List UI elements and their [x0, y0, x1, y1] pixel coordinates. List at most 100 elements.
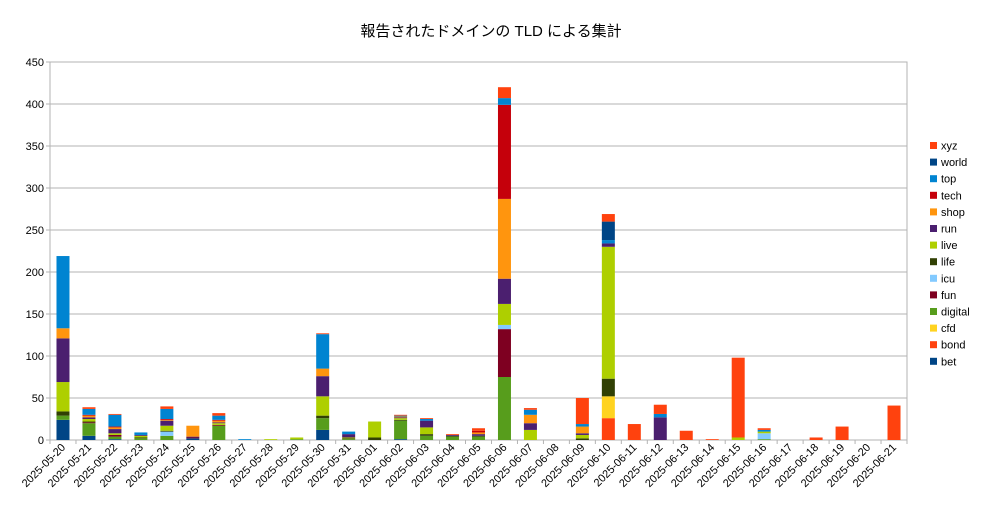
bar-segment-top	[394, 415, 408, 417]
bar-segment-tech	[472, 430, 485, 433]
bar-segment-life	[394, 419, 408, 421]
bar-segment-xyz	[601, 214, 615, 222]
bar-segment-run	[134, 434, 148, 436]
bar-segment-bond	[809, 437, 823, 440]
legend-swatch-bond	[930, 341, 937, 349]
y-tick-label: 200	[26, 267, 44, 279]
bar-segment-top	[497, 98, 511, 105]
bar-segment-digital	[316, 418, 330, 430]
bar-segment-life	[134, 437, 148, 439]
legend-swatch-shop	[930, 208, 937, 216]
bar-segment-tech	[497, 104, 511, 199]
bar-segment-live	[134, 435, 148, 438]
bar-segment-run	[394, 417, 408, 419]
bar-segment-digital	[757, 439, 771, 440]
bar-segment-life	[160, 430, 174, 432]
bar-segment-xyz	[575, 398, 589, 425]
bar-segment-top	[653, 413, 667, 418]
bar-segment-icu	[160, 431, 174, 436]
y-tick-label: 250	[26, 225, 44, 237]
bar-segment-xyz	[160, 406, 174, 409]
legend-swatch-run	[930, 225, 937, 232]
bar-segment-run	[420, 420, 434, 428]
legend-label-digital: digital	[941, 307, 970, 319]
bar-segment-shop	[316, 368, 330, 377]
bar-segment-top	[575, 424, 589, 427]
bar-segment-shop	[108, 427, 122, 430]
bar-segment-live	[601, 246, 615, 379]
bar-segment-fun	[497, 329, 511, 377]
bar-segment-digital	[56, 415, 70, 420]
bar-segment-bet	[108, 439, 122, 440]
bar-segment-run	[316, 376, 330, 397]
bar-segment-shop	[160, 419, 174, 421]
bar-segment-tech	[212, 419, 226, 421]
bar-segment-xyz	[394, 414, 408, 416]
legend-swatch-digital	[930, 308, 937, 315]
bar-segment-shop	[82, 415, 96, 418]
bar-segment-shop	[497, 198, 511, 279]
legend-label-run: run	[941, 224, 957, 236]
bar-segment-run	[497, 278, 511, 304]
bar-segment-top	[238, 439, 252, 440]
bar-segment-digital	[420, 435, 434, 440]
legend-label-world: world	[940, 157, 967, 169]
bar-segment-bond	[887, 405, 901, 440]
legend-swatch-world	[930, 158, 937, 166]
bar-segment-fun	[186, 437, 200, 439]
bar-segment-shop	[472, 432, 485, 435]
bar-segment-run	[446, 434, 460, 436]
bar-segment-run	[472, 434, 485, 436]
bar-segment-xyz	[420, 418, 434, 419]
bar-segment-xyz	[316, 333, 330, 335]
bar-segment-life	[342, 438, 356, 440]
bar-segment-life	[420, 434, 434, 436]
legend-label-xyz: xyz	[941, 141, 958, 153]
legend-swatch-bet	[930, 357, 937, 365]
bar-segment-live	[82, 419, 96, 422]
legend-swatch-icu	[930, 274, 937, 282]
bar-segment-run	[601, 243, 615, 247]
bar-segment-run	[342, 434, 356, 438]
y-tick-label: 350	[26, 141, 44, 153]
bar-segment-run	[212, 422, 226, 424]
bar-segment-live	[212, 423, 226, 425]
bar-segment-xyz	[82, 407, 96, 409]
bar-segment-digital	[82, 423, 96, 436]
bar-segment-bond	[679, 430, 693, 440]
bar-segment-top	[82, 408, 96, 415]
y-tick-label: 400	[26, 99, 44, 111]
bar-segment-digital	[160, 435, 174, 440]
bar-segment-shop	[523, 414, 537, 424]
legend-label-shop: shop	[941, 207, 965, 219]
legend-swatch-xyz	[930, 142, 937, 149]
bar-segment-run	[56, 338, 70, 383]
legend-label-bond: bond	[941, 340, 965, 352]
bar-segment-live	[160, 425, 174, 431]
bar-segment-top	[420, 419, 434, 421]
y-tick-label: 300	[26, 183, 44, 195]
legend-label-fun: fun	[941, 290, 956, 302]
y-tick-label: 50	[32, 393, 44, 405]
bar-segment-top	[56, 256, 70, 329]
legend-swatch-tech	[930, 191, 937, 199]
bar-segment-digital	[342, 439, 356, 440]
bar-segment-world	[601, 221, 615, 241]
bar-segment-digital	[134, 438, 148, 440]
legend-swatch-life	[930, 258, 937, 266]
legend-label-icu: icu	[941, 273, 955, 285]
bar-segment-life	[472, 435, 485, 437]
bar-segment-bet	[316, 429, 330, 440]
bar-segment-top	[160, 408, 174, 419]
bar-segment-digital	[212, 425, 226, 440]
bar-segment-fun	[108, 434, 122, 437]
bar-segment-run	[108, 429, 122, 434]
bar-segment-bond	[835, 426, 849, 440]
bar-segment-tech	[108, 426, 122, 428]
bar-segment-top	[757, 429, 771, 432]
bar-segment-run	[160, 420, 174, 426]
bar-segment-run	[82, 417, 96, 419]
bar-segment-xyz	[108, 413, 122, 415]
bar-segment-xyz	[446, 434, 460, 435]
bar-segment-shop	[56, 328, 70, 339]
